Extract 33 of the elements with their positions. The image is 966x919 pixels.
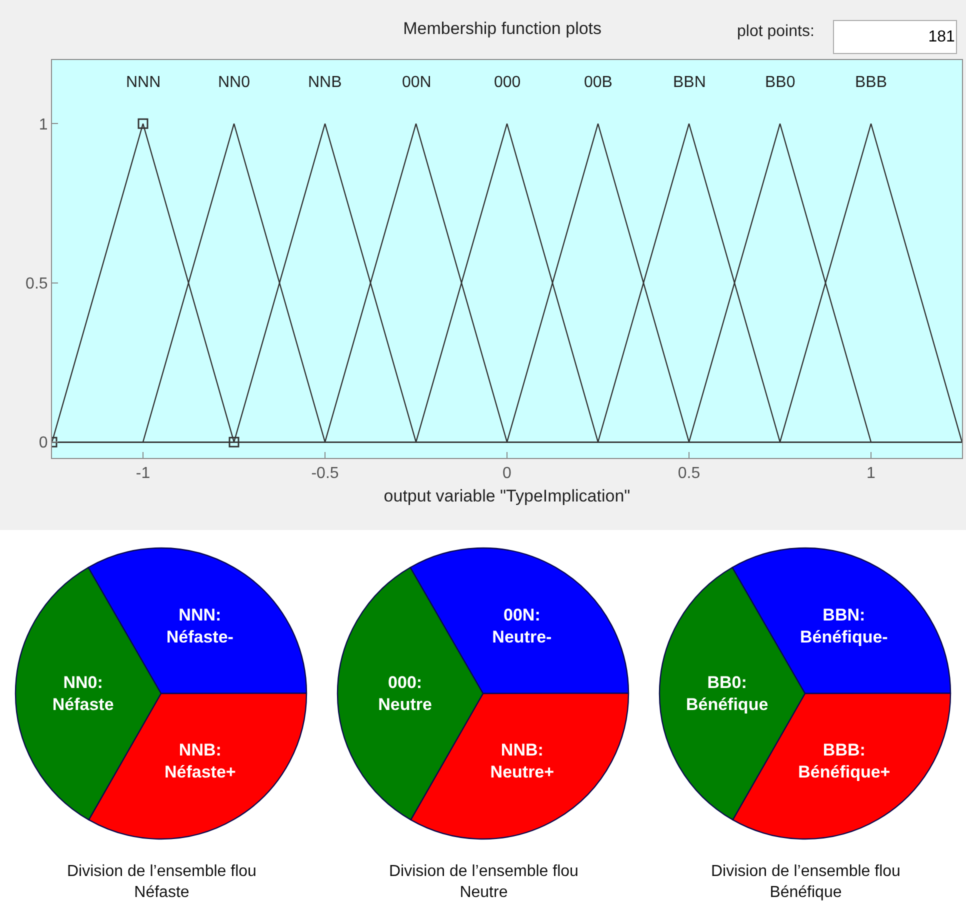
x-tick-label: 1 xyxy=(866,465,876,482)
y-tick-label: 1 xyxy=(38,116,48,134)
text: Division de l’ensemble flou Néfaste xyxy=(67,863,256,901)
y-tick-label: 0.5 xyxy=(26,275,48,292)
text: BBB xyxy=(855,74,888,91)
slice-label: NN0: Néfaste xyxy=(52,673,114,714)
chart-title: Membership function plots xyxy=(403,18,602,38)
text: 00N xyxy=(402,74,432,91)
slice-label: NNB: Néfaste+ xyxy=(164,740,236,782)
x-tick-label: 0.5 xyxy=(678,465,700,482)
slice-label: 00N: Neutre- xyxy=(492,605,552,646)
x-axis-title: output variable "TypeImplication" xyxy=(384,486,630,506)
text: NNB xyxy=(308,74,342,91)
slice-label: BBN: Bénéfique- xyxy=(800,605,888,646)
text: 000 xyxy=(494,74,521,91)
slice-label: NNB: Neutre+ xyxy=(490,740,554,782)
slice-label: BBB: Bénéfique+ xyxy=(798,740,890,782)
x-tick-label: -1 xyxy=(136,465,150,482)
slice-label: 000: Neutre xyxy=(378,673,432,714)
slice-label: NNN: Néfaste- xyxy=(166,605,234,646)
slice-label: BB0: Bénéfique xyxy=(686,673,768,714)
text: plot points: xyxy=(737,23,814,40)
text: BB0 xyxy=(765,74,796,91)
y-tick-label: 0 xyxy=(38,434,48,452)
text: 181 xyxy=(928,28,955,46)
x-tick-label: 0 xyxy=(502,465,512,482)
series-label: NNN xyxy=(126,74,161,91)
x-tick-label: -0.5 xyxy=(311,465,339,482)
text: Division de l’ensemble flou Bénéfique xyxy=(711,863,900,901)
text: NN0 xyxy=(218,74,250,91)
text: Division de l’ensemble flou Neutre xyxy=(389,863,578,901)
text: 00B xyxy=(584,74,612,91)
text: BBN xyxy=(673,74,706,91)
